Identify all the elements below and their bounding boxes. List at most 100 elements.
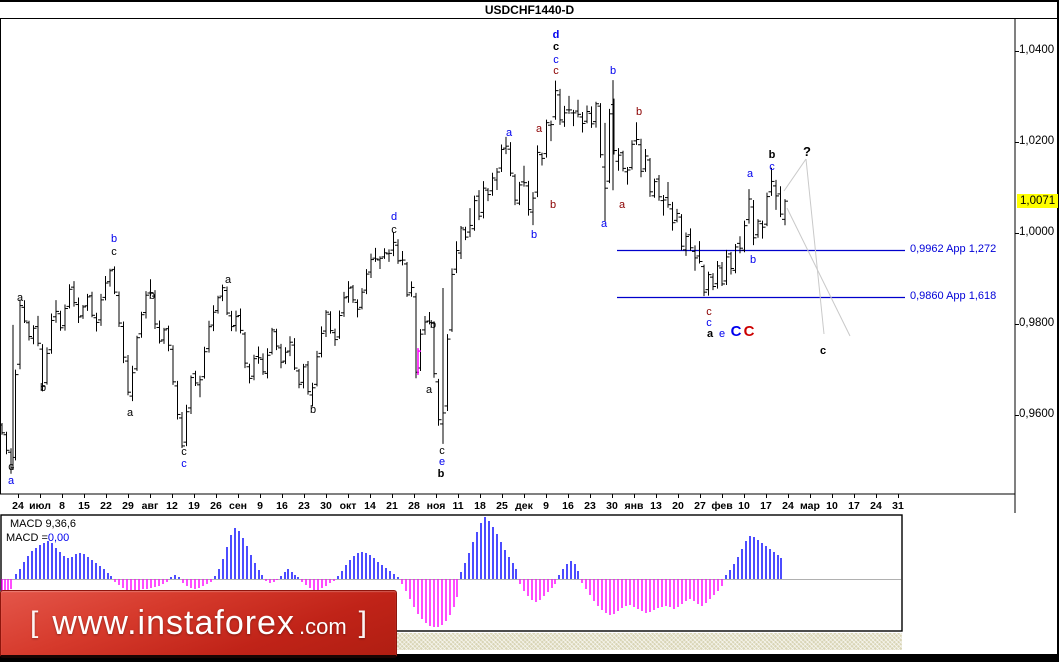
date-tick-label: янв [624,500,644,512]
date-tick-label: 9 [543,500,549,512]
wave-label-c: c [8,461,14,473]
wave-label-e: e [718,328,726,340]
wave-label-a: a [224,274,232,286]
macd-params-label: MACD 9,36,6 [10,518,77,530]
date-tick-label: 12 [166,500,178,512]
date-tick-label: 14 [364,500,376,512]
window-border-top [0,0,1059,2]
wave-label-a: a [746,168,754,180]
date-tick-label: 17 [760,500,772,512]
date-tick-label: 18 [474,500,486,512]
date-tick-label: 29 [122,500,134,512]
wave-label-b: b [437,468,445,480]
wave-label-d: d [552,29,560,41]
date-tick-label: мар [800,500,820,512]
fib-line-label-1272: 0,9962 App 1,272 [910,242,997,255]
price-tick-label: 1,0400 [1019,44,1055,56]
wave-label-b: b [110,233,118,245]
wave-label-a: a [535,123,543,135]
wave-label-c: c [181,458,187,470]
logo-text: www.instaforex [52,603,295,642]
wave-label-c: C [730,323,742,340]
date-tick-label: дек [515,500,533,512]
date-tick-label: 21 [386,500,398,512]
wave-label-c: c [706,317,712,329]
macd-value-prefix: MACD = [6,532,48,544]
wave-label-a: a [618,199,626,211]
date-tick-label: 20 [672,500,684,512]
date-tick-label: 26 [210,500,222,512]
bottom-black-bar [0,654,1059,662]
current-price-badge: 1,0071 [1017,194,1059,208]
window-border-right [1057,0,1059,662]
macd-value: 0,00 [47,532,70,544]
date-tick-label: 30 [320,500,332,512]
chart-title: USDCHF1440-D [0,2,1059,19]
projection-line-2 [786,207,851,337]
date-tick-label: 10 [826,500,838,512]
date-tick-label: 8 [59,500,65,512]
macd-labels: MACD 9,36,6 MACD =0,00 [6,517,76,545]
wave-label-d: d [390,211,398,223]
wave-label-c: c [553,54,559,66]
wave-label-b: b [309,404,317,416]
date-tick-label: 23 [584,500,596,512]
date-tick-label: ноя [426,500,446,512]
logo-bracket-left: [ [29,606,39,639]
projection-line-1 [805,158,825,335]
date-tick-label: сен [228,500,248,512]
date-tick-label: 24 [12,500,24,512]
date-tick-label: 16 [276,500,288,512]
wave-label-c: c [819,345,827,357]
wave-label-b: b [749,254,757,266]
wave-label-c: c [111,246,117,258]
wave-label-c: C [743,323,755,340]
wave-label-b: b [530,229,538,241]
date-tick-label: 28 [408,500,420,512]
date-tick-label: 17 [848,500,860,512]
price-tick-label: 1,0000 [1019,226,1055,238]
date-tick-label: 30 [606,500,618,512]
wave-label-e: e [438,456,446,468]
wave-label-c: c [553,65,559,77]
wave-label-b: b [39,382,47,394]
wave-label-a: a [16,292,24,304]
wave-label-a: a [706,328,714,340]
date-tick-label: 25 [496,500,508,512]
projection-line-0 [783,158,807,192]
date-tick-label: 31 [892,500,904,512]
wave-label-b: b [609,65,617,77]
wave-label-c: c [706,306,712,318]
date-tick-label: 23 [298,500,310,512]
wave-label-b: b [768,149,776,161]
logo-bracket-right: ] [358,606,367,639]
date-tick-label: 15 [78,500,90,512]
date-tick-label: 22 [100,500,112,512]
wave-label-a: a [505,127,513,139]
wave-label-q: ? [803,144,811,159]
instaforex-watermark: [ www.instaforex .com ] [0,590,397,658]
wave-label-c: c [181,446,187,458]
date-tick-label: авг [141,500,159,512]
wave-label-b: b [549,199,557,211]
date-tick-label: июл [29,500,51,512]
date-tick-label: 27 [694,500,706,512]
date-tick-label: 11 [452,500,464,512]
date-tick-label: 24 [870,500,882,512]
price-tick-label: 1,0200 [1019,135,1055,147]
date-tick-label: 16 [562,500,574,512]
date-tick-label: окт [339,500,357,512]
price-tick-label: 0,9600 [1019,408,1055,420]
price-tick-label: 0,9800 [1019,317,1055,329]
wave-label-c: c [552,41,560,53]
wave-label-b: b [429,319,437,331]
wave-label-a: a [126,407,134,419]
wave-label-a: a [600,218,608,230]
date-tick-label: 10 [738,500,750,512]
wave-label-a: a [425,384,433,396]
date-tick-label: 13 [650,500,662,512]
date-tick-label: 19 [188,500,200,512]
logo-text-suffix: .com [298,614,347,639]
